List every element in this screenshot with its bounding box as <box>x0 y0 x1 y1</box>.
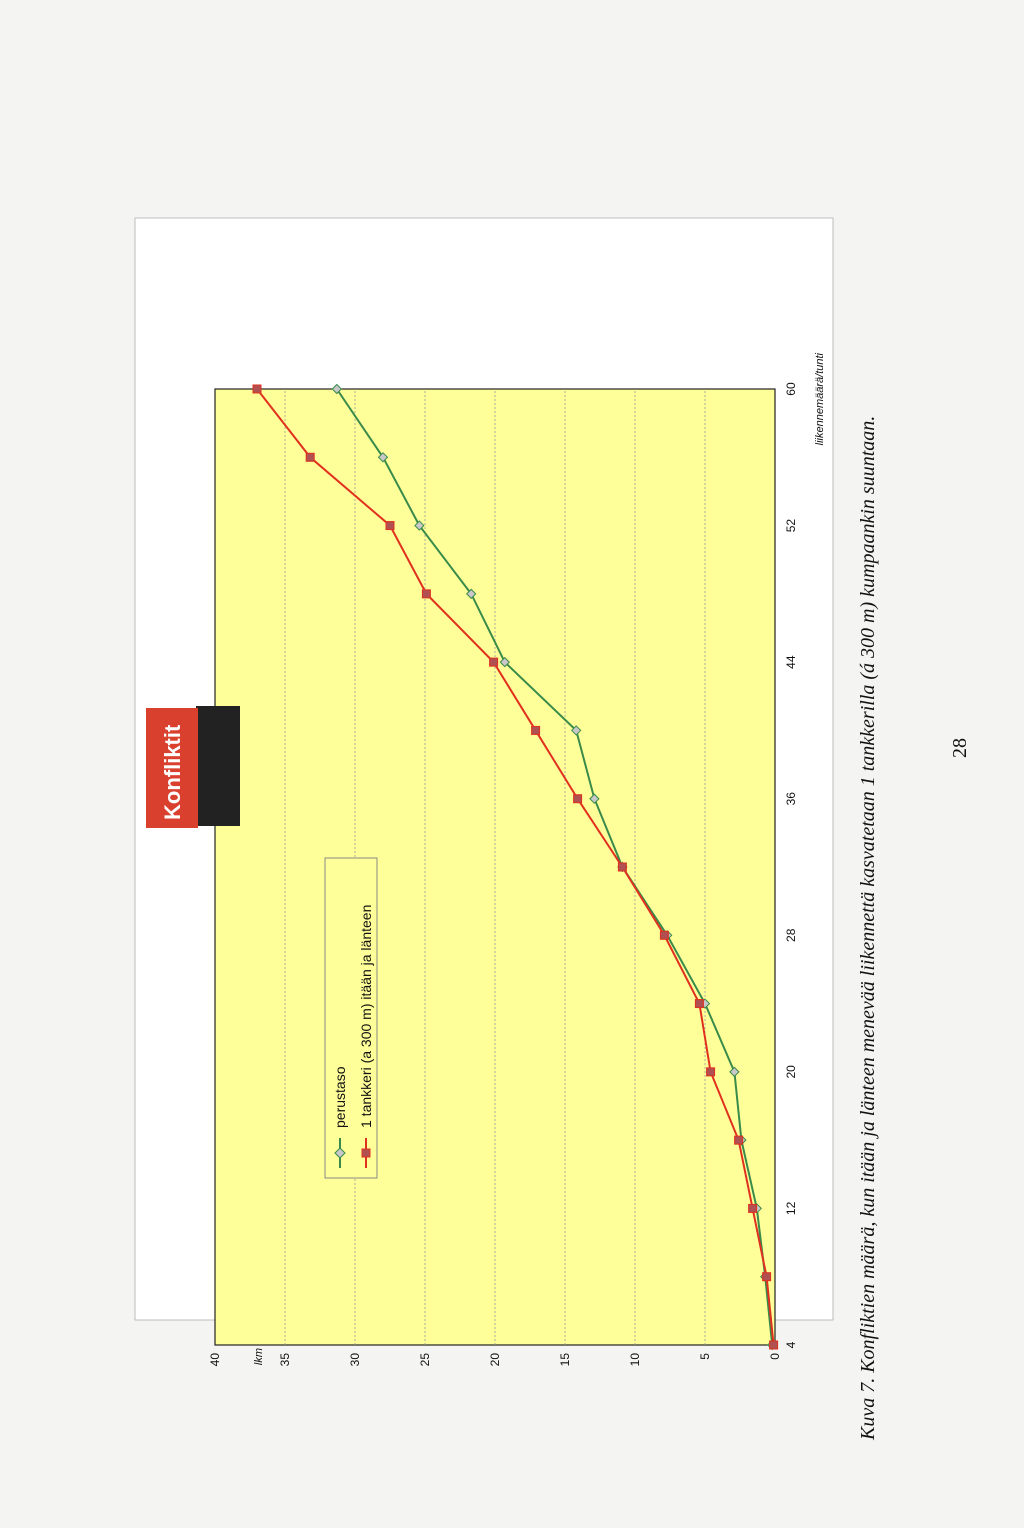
data-point-tankkeri <box>748 1203 758 1213</box>
x-tick-label: 4 <box>784 1341 798 1348</box>
data-point-perustaso <box>499 656 511 668</box>
data-point-perustaso <box>570 725 582 736</box>
y-tick-labels: 0 5 10 15 20 25 30 35 40 <box>208 1353 782 1367</box>
data-point-tankkeri <box>659 930 669 940</box>
y-tick-label: 40 <box>208 1353 222 1367</box>
figure-caption: Kuva 7. Konfliktien määrä, kun itään ja … <box>857 416 879 1441</box>
data-point-perustaso <box>377 452 389 463</box>
data-point-tankkeri <box>489 657 499 667</box>
data-point-tankkeri <box>305 452 315 462</box>
data-point-perustaso <box>331 383 343 395</box>
data-point-perustaso <box>589 793 600 804</box>
y-tick-label: 35 <box>278 1353 292 1367</box>
data-point-tankkeri <box>694 999 704 1009</box>
data-point-perustaso <box>414 520 425 531</box>
x-tick-label: 12 <box>784 1201 798 1215</box>
data-point-tankkeri <box>617 862 627 872</box>
x-tick-label: 52 <box>784 519 798 533</box>
data-point-perustaso <box>465 588 477 600</box>
legend-marker-perustaso <box>334 1147 346 1159</box>
y-tick-label: 5 <box>698 1353 712 1360</box>
legend-marker-tankkeri <box>361 1148 371 1158</box>
legend-label-tankkeri: 1 tankkeri (a 300 m) itään ja länteen <box>358 905 374 1128</box>
title-background <box>146 708 198 828</box>
x-tick-label: 44 <box>784 655 798 669</box>
x-tick-labels: 4 12 20 28 36 44 52 60 <box>784 382 798 1348</box>
y-tick-label: 25 <box>418 1353 432 1367</box>
legend-label-perustaso: perustaso <box>332 1066 348 1128</box>
chart-rotated-group: 4 12 20 28 36 44 52 60 0 5 10 15 20 25 30 35 40 lkm lii… <box>146 352 879 1441</box>
x-tick-label: 36 <box>784 792 798 806</box>
data-point-tankkeri <box>573 794 583 804</box>
y-tick-label: 15 <box>558 1353 572 1367</box>
data-point-tankkeri <box>734 1135 744 1145</box>
data-point-tankkeri <box>531 725 541 735</box>
page-number: 28 <box>949 738 971 758</box>
series-layer <box>252 383 779 1351</box>
legend-box <box>324 857 378 1179</box>
data-point-tankkeri <box>421 589 431 599</box>
x-tick-label: 20 <box>784 1065 798 1079</box>
data-point-tankkeri <box>762 1272 772 1282</box>
chart-title-box: Konfliktit <box>146 706 240 828</box>
data-point-perustaso <box>729 1066 740 1078</box>
legend: perustaso 1 tankkeri (a 300 m) itään ja … <box>324 857 378 1179</box>
y-tick-label: 20 <box>488 1353 502 1367</box>
x-tick-label: 60 <box>784 382 798 396</box>
x-axis-title: liikennemäärä/tunti <box>814 352 826 445</box>
data-point-tankkeri <box>706 1067 716 1077</box>
chart-title: Konfliktit <box>160 724 185 820</box>
title-shadow <box>196 706 240 826</box>
y-tick-label: 10 <box>628 1353 642 1367</box>
data-point-tankkeri <box>769 1340 779 1350</box>
data-point-tankkeri <box>385 521 395 531</box>
data-point-tankkeri <box>252 384 262 394</box>
y-axis-title: lkm <box>253 1348 265 1365</box>
y-tick-label: 0 <box>768 1353 782 1360</box>
y-tick-label: 30 <box>348 1353 362 1367</box>
x-tick-label: 28 <box>784 928 798 942</box>
